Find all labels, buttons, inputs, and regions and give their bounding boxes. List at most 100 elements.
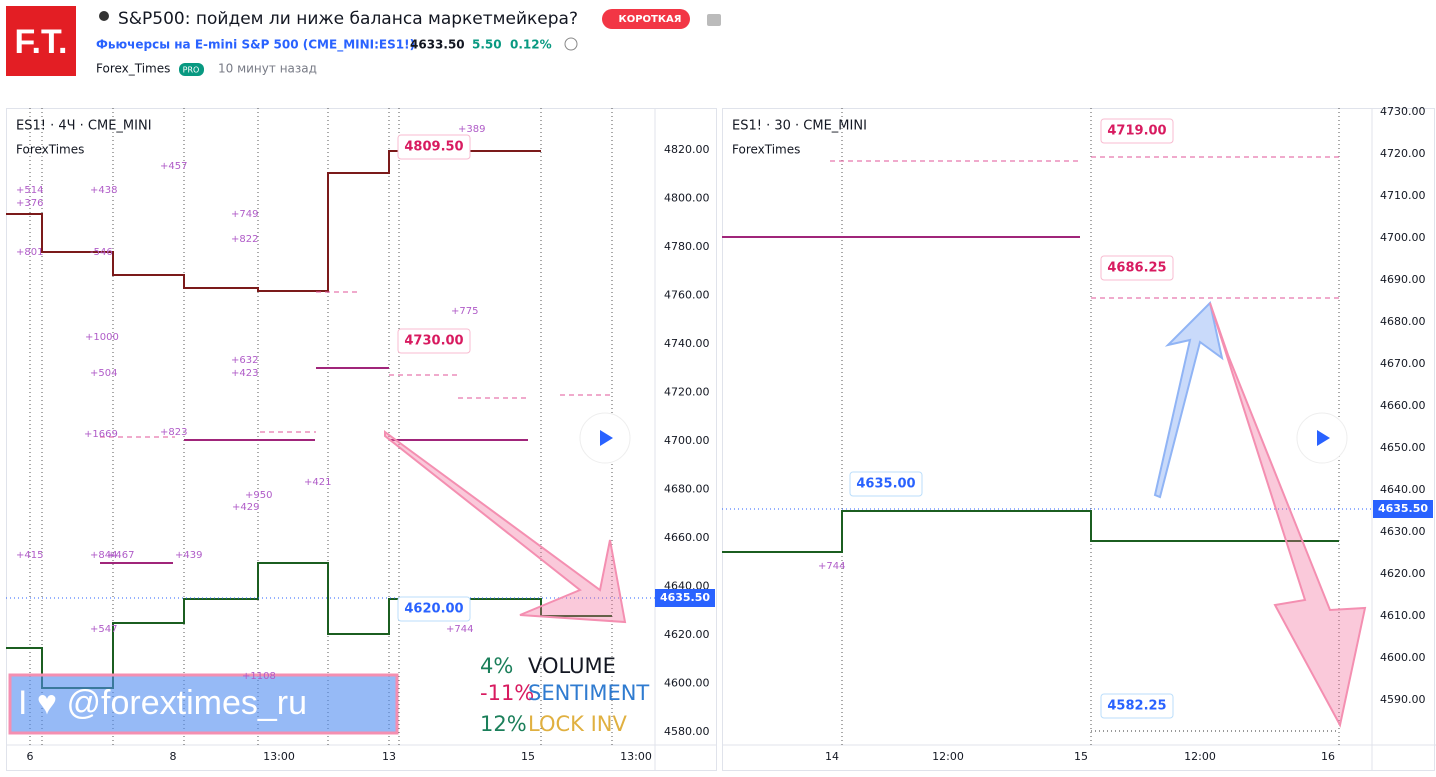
change-pct: 0.12% [510,38,552,52]
table-value: -11% [480,681,534,705]
pivot-label: +1669 [84,429,118,440]
level-label: 4620.00 [404,602,463,617]
pivot-label: +801 [16,247,43,258]
y-tick-label: 4680.00 [664,483,710,496]
pivot-label: +429 [232,502,259,513]
level-callout [1100,118,1174,144]
arrow-down [1209,302,1367,728]
x-tick-label: 15 [1074,750,1088,763]
author-label: ForexTimes [16,143,84,157]
change: 5.50 [472,38,502,52]
author-label: ForexTimes [732,143,800,157]
level-callout [397,596,471,622]
pro-badge-text: PRO [183,66,200,75]
level-callout [397,134,471,160]
pivot-label: +749 [231,209,258,220]
y-tick-label: 4600.00 [1380,651,1426,664]
pivot-label: +950 [245,490,272,501]
y-tick-label: 4800.00 [664,192,710,205]
support-line [722,510,1339,553]
play-icon[interactable] [1317,430,1330,446]
pivot-label: +632 [231,355,258,366]
pivot-label: +822 [231,234,258,245]
x-tick-label: 8 [170,750,177,763]
pivot-label: -546 [90,247,113,258]
x-tick-label: 15 [521,750,535,763]
y-tick-label: 4690.00 [1380,273,1426,286]
logo-text: F.T. [15,23,68,61]
author[interactable]: Forex_Times [96,62,170,76]
pivot-label: +744 [446,624,473,635]
logo [6,6,76,76]
symbol-label: ES1! · 4Ч · CME_MINI [16,119,152,134]
pivot-label: +421 [304,477,331,488]
table-label: VOLUME [528,654,616,678]
pro-badge [179,63,204,76]
watermark-box [8,673,399,735]
price-tag [1373,500,1433,518]
pivot-label: +438 [90,185,117,196]
level-label: 4809.50 [404,140,463,155]
level-callout [849,471,923,497]
pivot-label: +504 [90,368,117,379]
y-tick-label: 4730.00 [1380,105,1426,118]
title: S&P500: пойдем ли ниже баланса маркетмей… [118,9,578,29]
resistance-line [6,150,541,292]
symbol-label: ES1! · 30 · CME_MINI [732,119,867,134]
y-tick-label: 4760.00 [664,289,710,302]
x-tick-label: 13 [382,750,396,763]
pivot-label: +376 [16,198,43,209]
x-tick-label: 6 [27,750,34,763]
y-tick-label: 4620.00 [1380,567,1426,580]
y-tick-label: 4580.00 [664,725,710,738]
price-tag-text: 4635.50 [660,591,710,604]
short-badge [602,9,690,29]
y-tick-label: 4590.00 [1380,693,1426,706]
level-label: 4719.00 [1107,124,1166,139]
x-tick-label: 12:00 [932,750,964,763]
pivot-label: +439 [175,550,202,561]
x-tick-label: 13:00 [263,750,295,763]
short-badge-text: КОРОТКАЯ [619,14,682,25]
symbol-link[interactable]: Фьючерсы на E-mini S&P 500 (CME_MINI:ES1… [96,38,415,53]
y-tick-label: 4660.00 [1380,399,1426,412]
level-label: 4582.25 [1107,699,1166,714]
x-tick-label: 14 [825,750,839,763]
y-tick-label: 4660.00 [664,531,710,544]
y-tick-label: 4640.00 [1380,483,1426,496]
pivot-label: +844 [90,550,117,561]
x-tick-label: 16 [1321,750,1335,763]
pivot-lines [100,367,528,564]
y-tick-label: 4700.00 [1380,231,1426,244]
clock-icon [564,37,578,51]
watermark: I ♥ @forextimes_ru [18,684,307,722]
y-tick-label: 4620.00 [664,628,710,641]
pivot-label: +775 [451,306,478,317]
table-value: 4% [480,654,513,678]
y-tick-label: 4740.00 [664,337,710,350]
pivot-label: +1000 [85,332,119,343]
y-tick-label: 4650.00 [1380,441,1426,454]
pivot-label: +514 [16,185,43,196]
idea-icon [99,11,109,21]
y-tick-label: 4710.00 [1380,189,1426,202]
level-label: 4686.25 [1107,261,1166,276]
pivot-label: +744 [818,561,845,572]
pivot-label: +1108 [242,671,276,682]
price: 4633.50 [410,38,465,52]
table-value: 12% [480,712,527,736]
arrow-up [1153,300,1224,499]
pivot-label: +457 [160,161,187,172]
level-label: 4635.00 [856,477,915,492]
table-label: SENTIMENT [528,681,649,705]
post-time: 10 минут назад [218,62,317,76]
x-tick-label: 12:00 [1184,750,1216,763]
y-tick-label: 4680.00 [1380,315,1426,328]
pivot-label: +389 [458,124,485,135]
pivot-label: +823 [160,427,187,438]
pivot-label: +415 [16,550,43,561]
play-icon[interactable] [600,430,613,446]
y-tick-label: 4720.00 [1380,147,1426,160]
level-callout [1100,255,1174,281]
